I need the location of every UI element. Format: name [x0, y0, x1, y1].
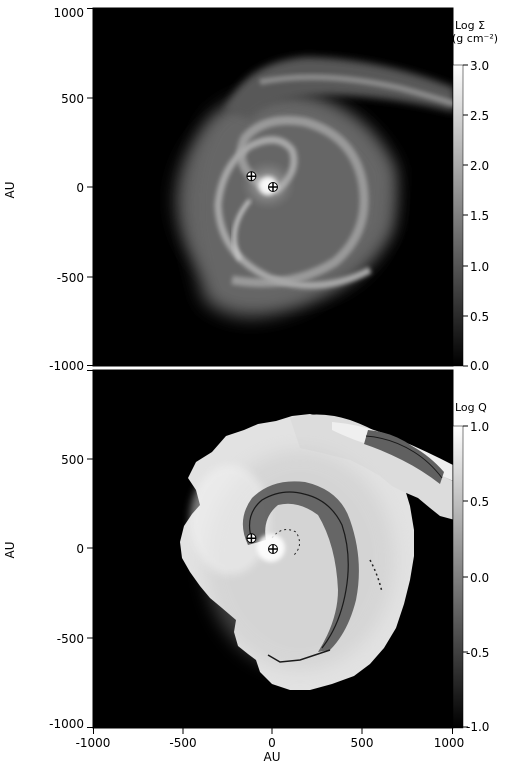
- top-colorbar-title-line2: (g cm⁻²): [452, 32, 498, 45]
- top-colorbar-tick: 3.0: [470, 59, 489, 73]
- top-colorbar-scale: [452, 64, 464, 367]
- top-colorbar-tick: 1.5: [470, 209, 489, 223]
- top-colorbar-title-line1: Log Σ: [455, 19, 485, 32]
- top-colorbar-tick: 1.0: [470, 260, 489, 274]
- x-tick: 500: [351, 736, 374, 750]
- bottom-y-tick: 0: [76, 542, 84, 556]
- top-y-axis-label: AU: [3, 182, 17, 199]
- bottom-y-tick: 500: [61, 453, 84, 467]
- toomre-q-map: [180, 414, 453, 690]
- bottom-y-axis: 500 0 -500 -1000 AU: [3, 370, 93, 731]
- x-axis: -1000 -500 0 500 1000 AU: [76, 728, 465, 764]
- top-y-tick: 1000: [53, 6, 84, 20]
- bottom-colorbar-scale: [452, 425, 464, 729]
- bottom-colorbar-tick: 1.0: [470, 420, 489, 434]
- star-1-marker: [246, 171, 257, 182]
- bottom-colorbar-tick: -1.0: [466, 720, 489, 734]
- bottom-colorbar: Log Q 1.0 0.5 0.0 -0.5 -1.0: [452, 401, 489, 734]
- bottom-y-tick: -500: [57, 632, 84, 646]
- x-axis-label: AU: [264, 750, 281, 764]
- bottom-star-markers: [246, 533, 278, 554]
- top-panel: [92, 7, 454, 367]
- star-2-marker: [268, 544, 278, 554]
- density-map: [177, 57, 453, 317]
- x-tick: 1000: [434, 736, 465, 750]
- bottom-colorbar-tick: -0.5: [466, 646, 489, 660]
- x-tick: 0: [268, 736, 276, 750]
- bottom-colorbar-tick: 0.5: [470, 495, 489, 509]
- top-star-markers: [246, 171, 278, 192]
- bottom-colorbar-tick: 0.0: [470, 571, 489, 585]
- top-colorbar-tick: 2.0: [470, 159, 489, 173]
- bottom-panel: [92, 369, 454, 729]
- top-colorbar-tick: 0.0: [470, 359, 489, 373]
- top-colorbar-tick: 0.5: [470, 310, 489, 324]
- top-colorbar-tick: 2.5: [470, 109, 489, 123]
- top-y-tick: -500: [57, 271, 84, 285]
- top-y-tick: 500: [61, 92, 84, 106]
- star-1-marker: [246, 533, 257, 544]
- top-y-tick: 0: [76, 181, 84, 195]
- top-colorbar: Log Σ (g cm⁻²) 3.0 2.5 2.0 1.5 1.0 0.5 0…: [452, 19, 498, 373]
- top-y-axis: 1000 500 0 -500 -1000 AU: [3, 6, 93, 373]
- star-2-marker: [268, 182, 278, 192]
- bottom-colorbar-title: Log Q: [455, 401, 487, 414]
- x-tick: -500: [169, 736, 196, 750]
- x-tick: -1000: [76, 736, 111, 750]
- bottom-y-axis-label: AU: [3, 542, 17, 559]
- top-y-tick: -1000: [49, 359, 84, 373]
- bottom-y-tick: -1000: [49, 717, 84, 731]
